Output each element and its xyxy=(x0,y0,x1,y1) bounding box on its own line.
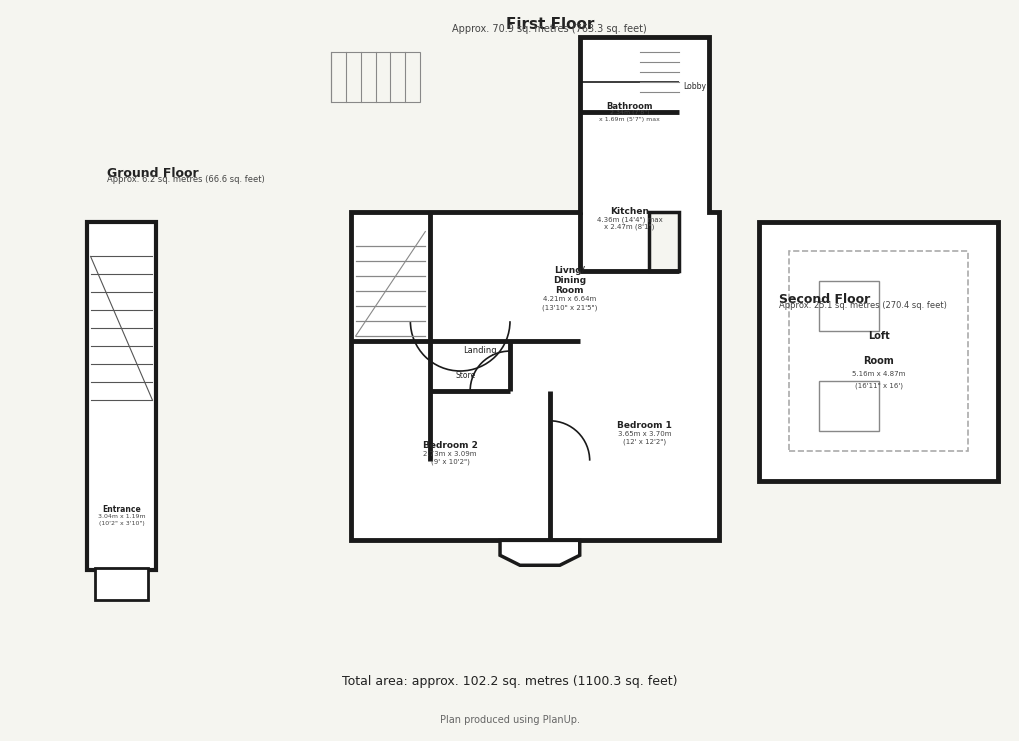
Polygon shape xyxy=(499,540,579,565)
Text: Store: Store xyxy=(454,371,475,380)
Text: 2.73m x 3.09m: 2.73m x 3.09m xyxy=(423,451,477,456)
Text: Landing: Landing xyxy=(463,346,496,355)
Text: x 2.47m (8'1"): x 2.47m (8'1") xyxy=(604,224,654,230)
Text: Dining: Dining xyxy=(552,276,586,285)
Text: (16'11" x 16'): (16'11" x 16') xyxy=(854,383,902,390)
Text: Room: Room xyxy=(862,356,893,366)
Text: Kitchen: Kitchen xyxy=(609,207,648,216)
Text: 4.21m x 6.64m: 4.21m x 6.64m xyxy=(543,296,596,302)
Text: (12' x 12'2"): (12' x 12'2") xyxy=(623,439,665,445)
Text: Plan produced using PlanUp.: Plan produced using PlanUp. xyxy=(439,715,580,725)
Text: Livng/: Livng/ xyxy=(553,267,585,276)
Polygon shape xyxy=(95,568,148,600)
Polygon shape xyxy=(818,282,877,331)
Text: 2.34m (7'8"): 2.34m (7'8") xyxy=(609,110,649,115)
Text: Bedroom 1: Bedroom 1 xyxy=(616,421,672,430)
Text: Bedroom 2: Bedroom 2 xyxy=(422,441,477,450)
Polygon shape xyxy=(351,37,718,540)
Text: 5.16m x 4.87m: 5.16m x 4.87m xyxy=(851,371,905,377)
Text: First Floor: First Floor xyxy=(505,17,593,33)
Text: (9' x 10'2"): (9' x 10'2") xyxy=(430,459,469,465)
Text: 4.36m (14'4") max: 4.36m (14'4") max xyxy=(596,216,661,223)
Text: Lobby: Lobby xyxy=(682,82,705,91)
Text: Ground Floor: Ground Floor xyxy=(106,167,198,180)
Bar xyxy=(788,251,967,451)
Text: 3.04m x 1.19m: 3.04m x 1.19m xyxy=(98,514,145,519)
Polygon shape xyxy=(87,222,156,571)
Text: Room: Room xyxy=(555,286,584,296)
Text: (10'2" x 3'10"): (10'2" x 3'10") xyxy=(99,522,145,526)
Text: Approx. 6.2 sq. metres (66.6 sq. feet): Approx. 6.2 sq. metres (66.6 sq. feet) xyxy=(106,175,264,184)
Text: Entrance: Entrance xyxy=(102,505,141,514)
Text: 3.65m x 3.70m: 3.65m x 3.70m xyxy=(618,431,671,436)
Text: Total area: approx. 102.2 sq. metres (1100.3 sq. feet): Total area: approx. 102.2 sq. metres (11… xyxy=(342,675,677,688)
Text: Approx. 70.9 sq. metres (763.3 sq. feet): Approx. 70.9 sq. metres (763.3 sq. feet) xyxy=(452,24,647,34)
Text: Approx. 25.1 sq. metres (270.4 sq. feet): Approx. 25.1 sq. metres (270.4 sq. feet) xyxy=(779,302,946,310)
Text: (13'10" x 21'5"): (13'10" x 21'5") xyxy=(541,305,597,310)
Text: Bathroom: Bathroom xyxy=(605,102,652,111)
Polygon shape xyxy=(649,212,679,271)
Text: x 1.69m (5'7") max: x 1.69m (5'7") max xyxy=(598,117,659,122)
Polygon shape xyxy=(758,222,998,481)
Text: Second Floor: Second Floor xyxy=(779,293,869,306)
Text: Loft: Loft xyxy=(867,331,889,341)
Polygon shape xyxy=(818,381,877,431)
